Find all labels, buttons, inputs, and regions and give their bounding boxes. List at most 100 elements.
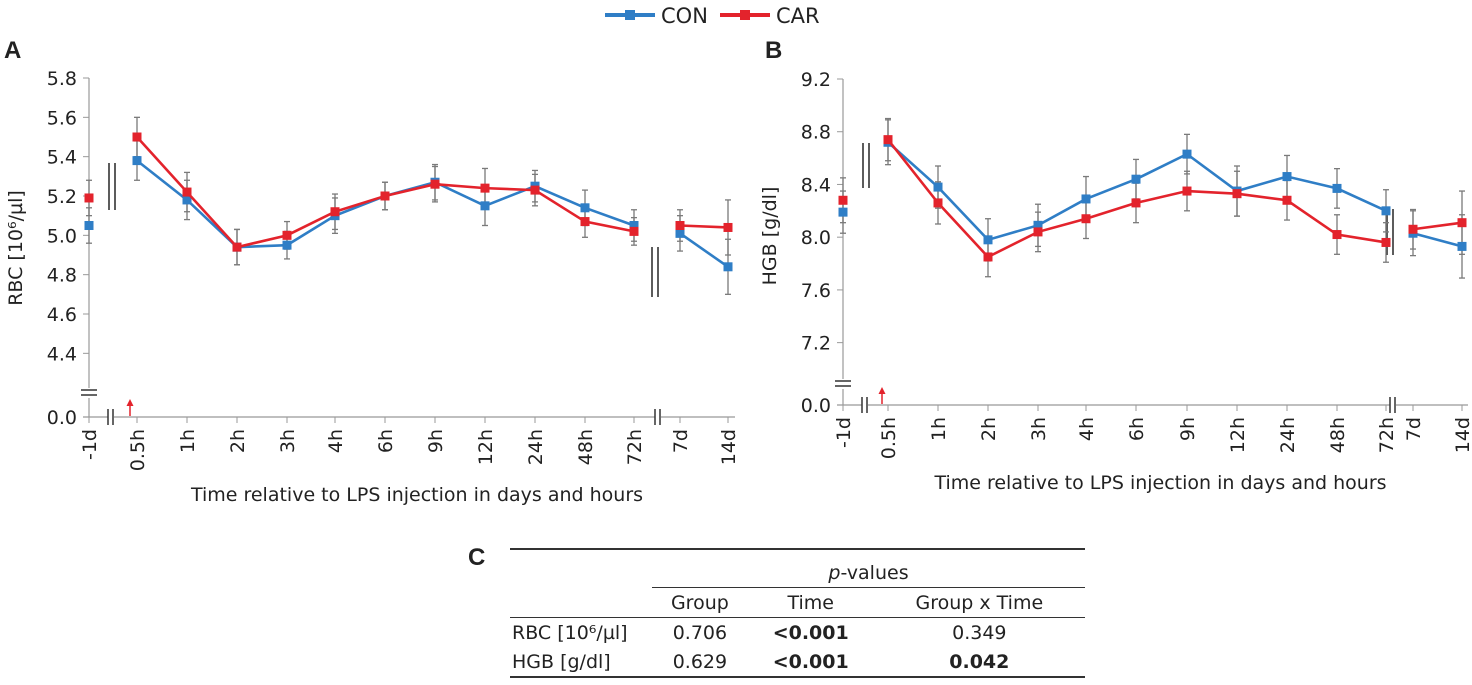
lps-arrow-head — [878, 387, 886, 394]
x-axis-break-gap — [1390, 397, 1396, 413]
x-tick-label: 6h — [1126, 417, 1148, 441]
data-point-car — [580, 217, 590, 227]
x-tick-label: 3h — [1028, 417, 1050, 441]
data-point-con — [84, 221, 94, 230]
y-tick-label: 0.0 — [47, 407, 77, 429]
x-tick-label: 6h — [375, 429, 397, 453]
data-point-car — [132, 132, 142, 142]
table-row: RBC [10⁶/µl] 0.706 <0.001 0.349 — [510, 618, 1085, 648]
data-point-con — [838, 207, 848, 217]
data-point-con — [723, 262, 733, 272]
legend-label: CAR — [776, 4, 820, 28]
data-point-car — [530, 185, 540, 195]
data-point-car — [675, 221, 685, 230]
data-point-car — [480, 183, 490, 193]
data-point-car — [723, 222, 733, 232]
row-label: RBC [10⁶/µl] — [512, 621, 628, 644]
x-tick-label: -1d — [79, 429, 101, 460]
p-values-panel: C p-values Group Time Group x Time RBC [… — [468, 544, 1108, 685]
x-tick-label: 0.5h — [878, 417, 900, 459]
table-cell: 0.629 — [652, 647, 748, 678]
legend-marker — [625, 10, 635, 20]
x-tick-label: 72h — [624, 429, 646, 465]
table-top-rule — [510, 548, 1085, 558]
series-line-car — [679, 224, 729, 229]
data-point-con — [1033, 220, 1043, 230]
y-tick-label: 9.2 — [801, 69, 831, 91]
data-point-con — [629, 221, 639, 230]
line-charts: CON CAR A 4.4 4.6 4.8 5.0 5.2 5.4 5.6 5.8 0.0 RBC [1… — [4, 4, 1472, 506]
col-header: Group — [652, 587, 748, 618]
x-tick-label: 9h — [1177, 417, 1199, 441]
col-header: Time — [747, 587, 874, 618]
y-tick-label: 4.6 — [47, 304, 77, 326]
chart-panel-a: A 4.4 4.6 4.8 5.0 5.2 5.4 5.6 5.8 0.0 RBC [10⁶/µl]… — [4, 37, 740, 506]
data-point-car — [1182, 186, 1192, 196]
x-tick-label: 48h — [1327, 417, 1349, 453]
y-tick-label: 8.4 — [801, 174, 831, 196]
data-point-con — [1332, 183, 1342, 193]
data-point-car — [1081, 214, 1091, 224]
y-tick-label: 8.0 — [801, 227, 831, 249]
x-tick-label: 14d — [1452, 417, 1472, 453]
series-line-con — [679, 232, 729, 268]
x-tick-label: 9h — [425, 429, 447, 453]
table-header-row: Group Time Group x Time — [510, 587, 1085, 618]
x-axis-break-gap — [108, 409, 114, 425]
p-values-table: p-values Group Time Group x Time RBC [10… — [510, 548, 1085, 678]
data-point-car — [1232, 189, 1242, 199]
table-cell: 0.042 — [873, 647, 1085, 678]
y-tick-label: 8.8 — [801, 122, 831, 144]
x-tick-label: 24h — [1277, 417, 1299, 453]
col-header: Group x Time — [873, 587, 1085, 618]
legend-label: CON — [661, 4, 708, 28]
series-line-con — [1412, 231, 1463, 248]
data-point-car — [1332, 230, 1342, 240]
x-tick-label: 4h — [1076, 417, 1098, 441]
data-point-con — [182, 195, 192, 205]
data-point-con — [1131, 174, 1141, 184]
data-point-con — [1381, 206, 1391, 216]
x-tick-label: 2h — [227, 429, 249, 453]
data-point-car — [629, 226, 639, 236]
data-point-con — [1081, 194, 1091, 204]
data-point-con — [933, 182, 943, 192]
data-point-car — [232, 242, 242, 252]
x-tick-label: 72h — [1376, 417, 1398, 453]
data-point-car — [1408, 224, 1418, 234]
data-point-con — [580, 203, 590, 213]
data-point-car — [1282, 195, 1292, 205]
legend-marker — [740, 10, 750, 20]
series-line-con — [887, 141, 1387, 242]
data-point-car — [330, 207, 340, 217]
data-point-con — [1182, 149, 1192, 159]
y-tick-label: 7.6 — [801, 280, 831, 302]
table-row: HGB [g/dl] 0.629 <0.001 0.042 — [510, 647, 1085, 678]
data-point-con — [1282, 172, 1292, 182]
data-point-car — [983, 252, 993, 262]
y-axis-title: HGB [g/dl] — [759, 187, 781, 286]
x-tick-label: 7d — [670, 429, 692, 453]
data-point-car — [282, 230, 292, 240]
data-point-car — [1033, 227, 1043, 237]
x-tick-label: -1d — [833, 417, 855, 448]
data-point-con — [1457, 241, 1467, 251]
y-tick-label: 4.8 — [47, 265, 77, 287]
table-cell: <0.001 — [747, 647, 874, 678]
table-cell: 0.349 — [952, 621, 1007, 644]
x-tick-label: 7d — [1403, 417, 1425, 441]
y-axis-title: RBC [10⁶/µl] — [5, 190, 27, 306]
y-tick-label: 7.2 — [801, 333, 831, 355]
data-point-car — [380, 191, 390, 201]
p-values-header: p-values — [652, 558, 1085, 588]
x-tick-label: 1h — [928, 417, 950, 441]
y-tick-label: 5.8 — [47, 68, 77, 90]
data-point-car — [1131, 198, 1141, 208]
y-tick-label: 5.2 — [47, 186, 77, 208]
series-line-car — [1412, 221, 1463, 231]
x-tick-label: 12h — [1227, 417, 1249, 453]
data-point-car — [182, 187, 192, 197]
x-tick-label: 4h — [325, 429, 347, 453]
y-tick-label: 5.4 — [47, 147, 77, 169]
x-axis-title: Time relative to LPS injection in days a… — [190, 484, 643, 506]
